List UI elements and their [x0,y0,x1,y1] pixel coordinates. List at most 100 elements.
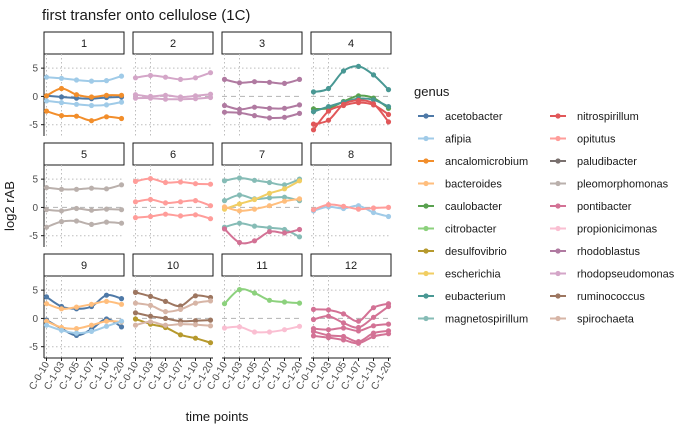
legend-key-point [555,113,561,119]
series-line-magnetospirillum [223,222,301,238]
data-point-ancalomicrobium [88,94,95,100]
data-point-afipia [43,74,50,80]
legend-label: rhodopseudomonas [577,269,675,281]
data-point-rhodopseudomonas [192,96,199,102]
series-line-afipia [45,99,123,107]
legend-label: propionicimonas [577,224,658,236]
data-point-pontibacter [340,337,347,343]
data-point-ancalomicrobium [118,92,125,98]
data-point-opitutus [132,215,139,221]
data-point-ancalomicrobium [88,118,95,124]
data-point-pleomorphomonas [43,185,50,191]
data-point-opitutus [147,213,154,220]
data-point-rhodoblastus [266,105,273,111]
data-point-ruminococcus [132,289,139,295]
data-point-eubacterium [325,85,332,92]
legend-item-eubacterium: eubacterium [418,291,506,303]
data-point-opitutus [147,196,154,203]
legend-key-point [423,315,429,322]
data-point-bacteroides [281,198,288,204]
data-point-bacteroides [251,206,258,212]
facet-strip-label: 4 [348,38,354,50]
data-point-opitutus [207,181,214,187]
data-point-rhodopseudomonas [177,96,184,102]
facet-panel-5: 5 -5 0 5 [29,142,125,247]
facet-strip-label: 5 [81,149,87,161]
legend-title: genus [414,84,450,99]
data-point-pontibacter [385,303,392,310]
data-point-rhodoblastus [296,76,303,82]
data-point-pleomorphomonas [73,205,80,212]
data-point-ancalomicrobium [58,113,65,119]
data-point-magnetospirillum [236,175,243,181]
legend-label: desulfovibrio [445,246,507,258]
legend-label: nitrospirillum [577,111,639,123]
data-point-magnetospirillum [251,177,258,183]
data-point-opitutus [192,198,199,204]
data-point-pontibacter [325,307,332,313]
data-point-rhodopseudomonas [207,94,214,101]
y-tick-label: -5 [29,120,38,131]
data-point-ancalomicrobium [43,108,50,114]
facet-strip [132,253,214,277]
series-line-ruminococcus [134,311,212,323]
data-point-pontibacter [310,328,317,334]
legend-key-point [555,248,561,254]
data-point-pontibacter [340,320,347,326]
data-point-nitrospirillum [370,102,377,108]
series-line-pleomorphomonas [45,219,123,229]
data-point-pleomorphomonas [58,219,65,225]
data-point-opitutus [162,211,169,217]
data-point-pleomorphomonas [43,207,50,213]
data-point-pleomorphomonas [58,208,65,214]
data-point-bacteroides [118,301,125,307]
data-point-escherichia [266,190,273,196]
data-point-afipia [58,327,65,333]
legend-item-magnetospirillum: magnetospirillum [418,314,528,326]
facet-panel-4: 4 [310,31,392,136]
legend-key-point [555,270,561,277]
data-point-afipia [43,322,50,328]
series-line-rhodopseudomonas [134,71,212,81]
facet-panel-1: 1 -5 0 5 [29,31,125,136]
facet-strip-label: 8 [348,149,354,161]
legend-key-point [423,180,429,187]
data-point-nitrospirillum [325,117,332,123]
data-point-bacteroides [221,204,228,210]
data-point-pontibacter [355,328,362,334]
data-point-escherichia [251,196,258,203]
data-point-rhodoblastus [266,115,273,121]
data-point-opitutus [177,199,184,205]
legend-item-citrobacter: citrobacter [418,224,497,236]
data-point-spirochaeta [207,298,214,304]
y-tick-label: -5 [29,342,38,353]
data-point-magnetospirillum [221,198,228,204]
data-point-rhodopseudomonas [207,70,214,76]
data-point-pontibacter [236,239,243,246]
y-axis-title: log2 rAB [2,181,17,231]
legend-item-propionicimonas: propionicimonas [550,224,658,236]
data-point-rhodoblastus [251,79,258,85]
facet-strip [43,31,125,55]
legend-label: citrobacter [445,224,497,236]
data-point-magnetospirillum [221,178,228,184]
legend-label: ruminococcus [577,291,645,303]
data-point-magnetospirillum [251,223,258,229]
data-point-rhodoblastus [251,113,258,119]
data-point-eubacterium [310,89,317,95]
data-point-spirochaeta [162,309,169,315]
data-point-ruminococcus [207,317,214,323]
facet-strip-label: 7 [259,149,265,161]
data-point-pontibacter [340,325,347,331]
data-point-opitutus [370,205,377,211]
legend-item-pontibacter: pontibacter [550,201,632,213]
data-point-citrobacter [251,290,258,296]
data-point-opitutus [132,178,139,184]
data-point-eubacterium [325,104,332,110]
data-point-magnetospirillum [266,195,273,201]
data-point-ruminococcus [162,315,169,321]
data-point-opitutus [147,176,154,182]
legend-item-ancalomicrobium: ancalomicrobium [418,156,528,168]
legend-item-caulobacter: caulobacter [418,201,502,213]
data-point-pontibacter [325,335,332,341]
